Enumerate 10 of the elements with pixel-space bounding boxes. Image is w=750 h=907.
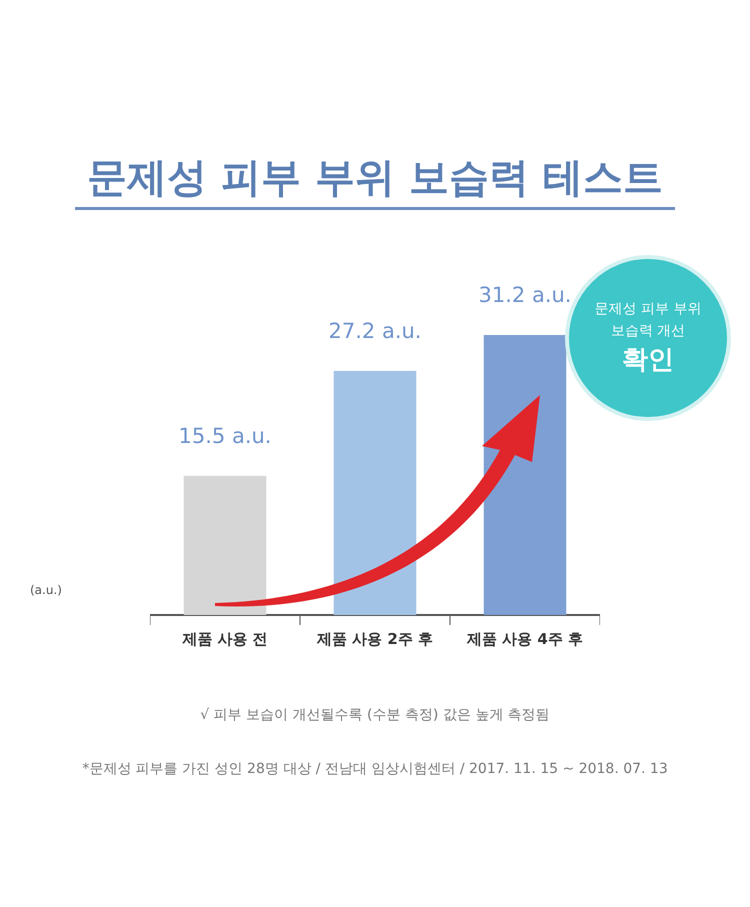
x-tick-label: 제품 사용 전: [181, 630, 268, 648]
x-tick-label: 제품 사용 4주 후: [466, 630, 584, 648]
text: √ 피부 보습이 개선될수록 (수분 측정) 값은 높게 측정됨: [199, 706, 551, 724]
chart-title: 문제성 피부 부위 보습력 테스트: [86, 154, 664, 203]
data-label: 27.2 a.u.: [328, 318, 422, 343]
text: (a.u.): [30, 583, 62, 597]
annotation: 문제성 피부 부위 보습력 개선 확인: [594, 301, 702, 377]
data-label: 15.5 a.u.: [178, 424, 272, 448]
text: *문제성 피부를 가진 성인 28명 대상 / 전남대 임상시험센터 / 2017. 11. 15 ~ 2018. 07. 13: [81, 760, 669, 778]
x-tick-label: 제품 사용 2주 후: [316, 630, 434, 648]
